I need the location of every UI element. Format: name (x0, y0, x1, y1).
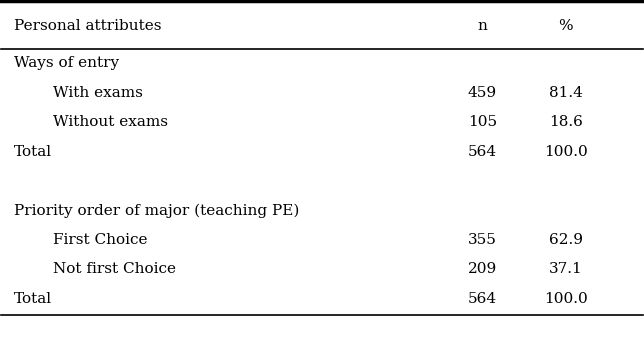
Text: 564: 564 (468, 145, 497, 159)
Text: Not first Choice: Not first Choice (53, 262, 176, 276)
Text: 459: 459 (468, 86, 497, 100)
Text: 355: 355 (468, 233, 497, 247)
Text: 209: 209 (468, 262, 497, 276)
Text: n: n (477, 19, 488, 33)
Text: 564: 564 (468, 292, 497, 306)
Text: Ways of entry: Ways of entry (14, 56, 119, 70)
Text: 100.0: 100.0 (544, 145, 587, 159)
Text: Personal attributes: Personal attributes (14, 19, 162, 33)
Text: With exams: With exams (53, 86, 142, 100)
Text: 37.1: 37.1 (549, 262, 583, 276)
Text: 100.0: 100.0 (544, 292, 587, 306)
Text: 81.4: 81.4 (549, 86, 583, 100)
Text: 105: 105 (468, 115, 497, 129)
Text: 62.9: 62.9 (549, 233, 583, 247)
Text: 18.6: 18.6 (549, 115, 583, 129)
Text: Without exams: Without exams (53, 115, 167, 129)
Text: Total: Total (14, 292, 52, 306)
Text: First Choice: First Choice (53, 233, 147, 247)
Text: Priority order of major (teaching PE): Priority order of major (teaching PE) (14, 203, 299, 217)
Text: Total: Total (14, 145, 52, 159)
Text: %: % (558, 19, 573, 33)
